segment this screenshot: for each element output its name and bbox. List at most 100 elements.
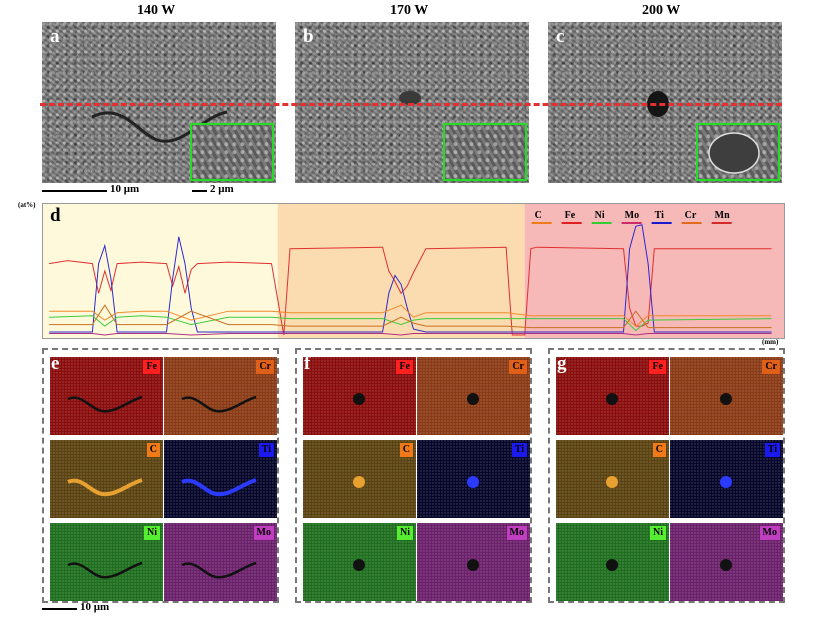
panel-letter-b: b — [303, 26, 314, 47]
legend-label-ni: Ni — [595, 210, 605, 221]
element-map-fe: Fe — [50, 357, 163, 435]
chart-zone-2 — [524, 204, 784, 338]
element-tag-c: C — [146, 443, 160, 457]
element-tag-cr: Cr — [256, 360, 274, 374]
sem-panel-a: a — [42, 22, 276, 183]
element-tag-ti: Ti — [511, 443, 527, 457]
x-unit-label: (mm) — [762, 338, 779, 346]
map-feature — [720, 559, 732, 571]
particle-feature — [399, 91, 421, 105]
element-map-c: C — [303, 440, 416, 518]
panel-letter-e: e — [51, 353, 60, 374]
element-map-cr: Cr — [670, 357, 783, 435]
map-group-f: f Fe Cr C Ti Ni Mo — [295, 348, 532, 603]
map-feature — [67, 561, 143, 579]
header-170w: 170 W — [390, 3, 429, 18]
crack-feature — [91, 110, 228, 143]
series-line-mo — [49, 333, 772, 336]
map-feature — [181, 478, 257, 497]
element-tag-mo: Mo — [759, 526, 780, 540]
inset-c — [696, 123, 780, 181]
line-scan-path — [40, 103, 782, 106]
map-feature — [67, 395, 143, 413]
element-tag-ni: Ni — [650, 526, 666, 540]
element-map-ti: Ti — [417, 440, 530, 518]
scale-label-main: 10 μm — [110, 183, 140, 195]
y-unit-label: (at%) — [18, 201, 36, 209]
element-map-c: C — [50, 440, 163, 518]
element-tag-cr: Cr — [509, 360, 527, 374]
map-group-g: g Fe Cr C Ti Ni Mo — [548, 348, 785, 603]
element-map-ti: Ti — [670, 440, 783, 518]
chart-zone-0 — [43, 204, 278, 338]
series-line-cr — [49, 304, 772, 327]
legend-label-c: C — [535, 210, 542, 221]
element-tag-c: C — [399, 443, 413, 457]
series-line-fe — [49, 246, 772, 336]
panel-letter-d: d — [50, 205, 61, 226]
map-feature — [467, 476, 479, 488]
panel-letter-c: c — [556, 26, 565, 47]
legend-label-mo: Mo — [625, 210, 639, 221]
scale-label-maps: 10 μm — [80, 601, 110, 613]
inset-particle — [708, 132, 760, 174]
element-map-mo: Mo — [417, 523, 530, 601]
map-feature — [606, 476, 618, 488]
element-tag-ni: Ni — [144, 526, 160, 540]
element-map-ni: Ni — [50, 523, 163, 601]
header-140w: 140 W — [137, 3, 176, 18]
chart-zone-1 — [277, 204, 525, 338]
scale-bar-maps — [42, 608, 77, 610]
element-map-ti: Ti — [164, 440, 277, 518]
map-feature — [67, 478, 143, 497]
scale-label-inset: 2 μm — [210, 183, 234, 195]
map-feature — [181, 395, 257, 413]
map-feature — [467, 393, 479, 405]
sem-panel-c: c — [548, 22, 782, 183]
element-tag-fe: Fe — [649, 360, 666, 374]
element-tag-ti: Ti — [764, 443, 780, 457]
element-map-fe: Fe — [556, 357, 669, 435]
map-feature — [353, 476, 365, 488]
map-feature — [353, 393, 365, 405]
element-map-ni: Ni — [556, 523, 669, 601]
panel-letter-g: g — [557, 353, 567, 374]
element-map-mo: Mo — [164, 523, 277, 601]
map-feature — [467, 559, 479, 571]
element-tag-c: C — [652, 443, 666, 457]
map-feature — [720, 476, 732, 488]
legend-label-mn: Mn — [715, 210, 730, 221]
map-feature — [720, 393, 732, 405]
element-map-fe: Fe — [303, 357, 416, 435]
element-tag-fe: Fe — [143, 360, 160, 374]
inset-b — [443, 123, 527, 181]
scale-bar-inset — [192, 190, 207, 192]
element-tag-ti: Ti — [258, 443, 274, 457]
element-tag-fe: Fe — [396, 360, 413, 374]
element-map-mo: Mo — [670, 523, 783, 601]
legend-label-ti: Ti — [655, 210, 664, 221]
series-line-ni — [49, 315, 772, 332]
panel-letter-a: a — [50, 26, 60, 47]
map-feature — [181, 561, 257, 579]
series-line-ti — [49, 224, 772, 333]
header-200w: 200 W — [642, 3, 681, 18]
sem-panel-b: b — [295, 22, 529, 183]
map-feature — [606, 559, 618, 571]
element-map-ni: Ni — [303, 523, 416, 601]
element-tag-ni: Ni — [397, 526, 413, 540]
inset-a — [190, 123, 274, 181]
element-map-cr: Cr — [417, 357, 530, 435]
line-scan-chart: 020406080020406080100CFeNiMoTiCrMn — [42, 203, 785, 339]
element-map-cr: Cr — [164, 357, 277, 435]
series-line-c — [49, 304, 772, 329]
element-tag-cr: Cr — [762, 360, 780, 374]
map-group-e: e Fe Cr C Ti Ni Mo — [42, 348, 279, 603]
panel-letter-f: f — [304, 353, 311, 374]
map-feature — [606, 393, 618, 405]
scale-bar-main — [42, 190, 107, 192]
element-map-c: C — [556, 440, 669, 518]
legend-label-cr: Cr — [685, 210, 697, 221]
legend-label-fe: Fe — [565, 210, 576, 221]
element-tag-mo: Mo — [253, 526, 274, 540]
